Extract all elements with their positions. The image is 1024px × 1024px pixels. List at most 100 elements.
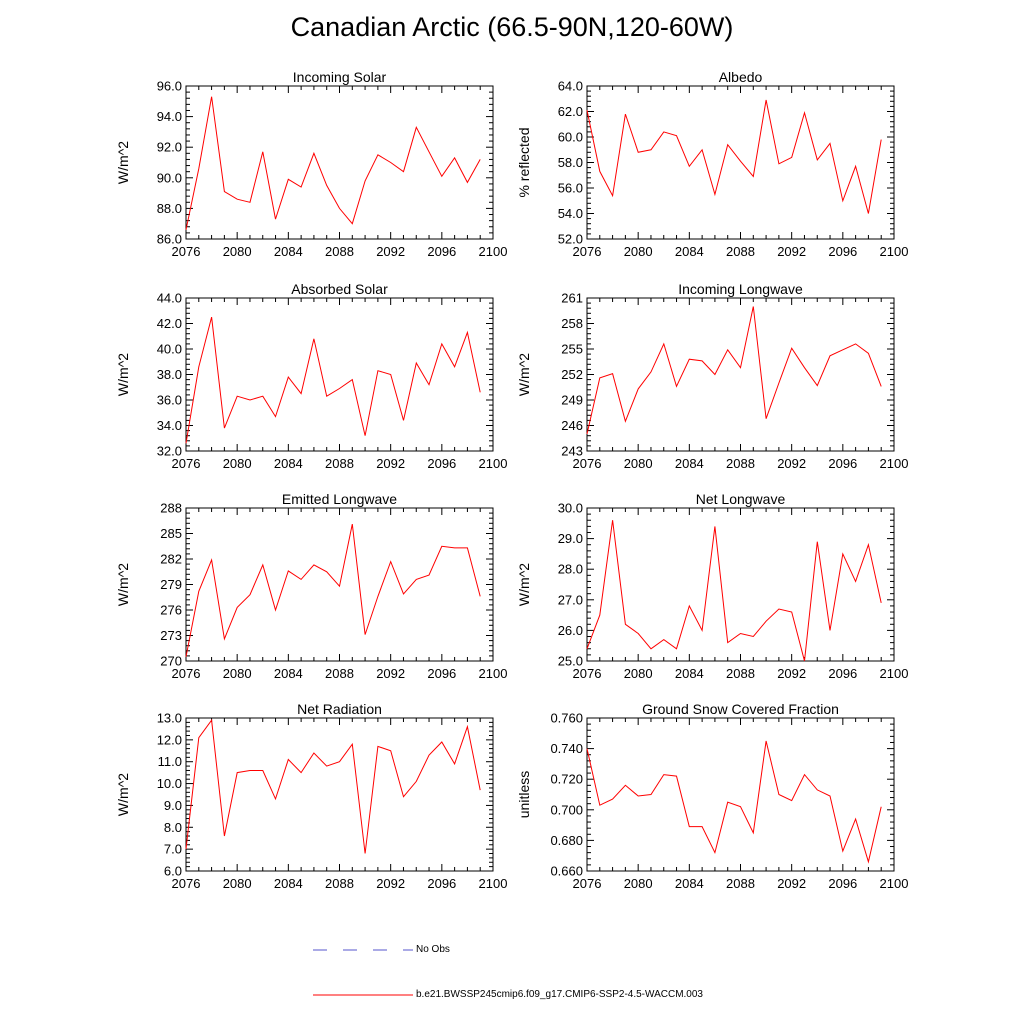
x-tick-label: 2092 xyxy=(777,244,806,259)
x-tick-label: 2084 xyxy=(274,456,303,471)
plot-frame xyxy=(185,297,494,452)
x-tick-label: 2092 xyxy=(777,456,806,471)
x-tick-label: 2084 xyxy=(675,876,704,891)
panel-8: 2076 2080 2084 2088 2092 2096 2100 0.660 0.680 0.… xyxy=(516,701,908,891)
y-tick-label: 0.660 xyxy=(550,864,583,879)
y-tick-label: 285 xyxy=(160,526,182,541)
x-tick-label: 2096 xyxy=(427,244,456,259)
y-tick-label: 27.0 xyxy=(558,592,583,607)
y-tick-label: 40.0 xyxy=(157,342,182,357)
y-axis-label: W/m^2 xyxy=(516,563,532,606)
series-line xyxy=(185,316,481,444)
y-tick-label: 44.0 xyxy=(157,291,182,306)
x-tick-label: 2096 xyxy=(427,876,456,891)
x-tick-label: 2100 xyxy=(880,244,909,259)
y-tick-label: 36.0 xyxy=(157,393,182,408)
y-tick-label: 249 xyxy=(561,393,583,408)
y-tick-label: 26.0 xyxy=(558,623,583,638)
y-axis-label: unitless xyxy=(516,771,532,818)
panel-3: 2076 2080 2084 2088 2092 2096 2100 32.0 34.0 36.0… xyxy=(115,281,507,471)
x-tick-label: 2092 xyxy=(777,876,806,891)
plot-frame xyxy=(586,717,895,872)
x-tick-label: 2080 xyxy=(223,456,252,471)
panel-title: Incoming Solar xyxy=(293,69,387,85)
y-tick-label: 32.0 xyxy=(157,444,182,459)
y-tick-label: 255 xyxy=(561,342,583,357)
x-tick-label: 2088 xyxy=(325,666,354,681)
y-axis-label: W/m^2 xyxy=(115,773,131,816)
x-tick-label: 2080 xyxy=(223,244,252,259)
y-tick-label: 0.700 xyxy=(550,802,583,817)
y-tick-label: 246 xyxy=(561,418,583,433)
x-tick-label: 2076 xyxy=(573,244,602,259)
x-tick-label: 2076 xyxy=(172,666,201,681)
y-tick-label: 0.680 xyxy=(550,833,583,848)
plot-frame xyxy=(586,507,895,662)
y-tick-label: 88.0 xyxy=(157,201,182,216)
x-tick-label: 2096 xyxy=(828,666,857,681)
y-tick-label: 261 xyxy=(561,291,583,306)
y-axis-label: % reflected xyxy=(516,127,532,197)
panel-title: Incoming Longwave xyxy=(678,281,803,297)
x-tick-label: 2096 xyxy=(427,666,456,681)
y-tick-label: 0.740 xyxy=(550,741,583,756)
y-axis-label: W/m^2 xyxy=(115,141,131,184)
x-tick-label: 2076 xyxy=(573,666,602,681)
series-line xyxy=(586,99,882,214)
figure-title: Canadian Arctic (66.5-90N,120-60W) xyxy=(290,12,734,42)
x-tick-label: 2096 xyxy=(427,456,456,471)
x-tick-label: 2096 xyxy=(828,244,857,259)
x-tick-label: 2080 xyxy=(624,456,653,471)
x-tick-label: 2100 xyxy=(880,876,909,891)
y-axis-label: W/m^2 xyxy=(516,353,532,396)
x-tick-label: 2092 xyxy=(777,666,806,681)
x-tick-label: 2084 xyxy=(675,244,704,259)
x-tick-label: 2088 xyxy=(726,666,755,681)
y-tick-label: 288 xyxy=(160,501,182,516)
panel-title: Net Radiation xyxy=(297,701,382,717)
x-tick-label: 2100 xyxy=(479,876,508,891)
y-tick-label: 0.720 xyxy=(550,772,583,787)
x-tick-label: 2084 xyxy=(274,876,303,891)
x-tick-label: 2080 xyxy=(223,666,252,681)
y-tick-label: 6.0 xyxy=(164,864,182,879)
x-tick-label: 2076 xyxy=(172,244,201,259)
x-tick-label: 2076 xyxy=(573,876,602,891)
y-tick-label: 29.0 xyxy=(558,531,583,546)
x-tick-label: 2100 xyxy=(479,456,508,471)
y-tick-label: 8.0 xyxy=(164,820,182,835)
y-tick-label: 9.0 xyxy=(164,798,182,813)
x-tick-label: 2076 xyxy=(172,456,201,471)
x-tick-label: 2088 xyxy=(325,876,354,891)
y-tick-label: 94.0 xyxy=(157,109,182,124)
panel-2: 2076 2080 2084 2088 2092 2096 2100 52.0 54.0 56.0… xyxy=(516,69,908,259)
x-tick-label: 2084 xyxy=(274,666,303,681)
y-tick-label: 25.0 xyxy=(558,654,583,669)
y-tick-label: 11.0 xyxy=(158,754,182,769)
series-line xyxy=(586,520,882,662)
series-line xyxy=(586,306,882,435)
y-tick-label: 10.0 xyxy=(157,776,182,791)
y-tick-label: 90.0 xyxy=(157,170,182,185)
plot-frame xyxy=(185,85,494,240)
x-tick-label: 2080 xyxy=(223,876,252,891)
series-line xyxy=(185,523,481,657)
plot-frame xyxy=(586,85,895,240)
y-tick-label: 273 xyxy=(160,628,182,643)
y-axis-label: W/m^2 xyxy=(115,353,131,396)
y-tick-label: 282 xyxy=(160,552,182,567)
y-tick-label: 58.0 xyxy=(558,155,583,170)
x-tick-label: 2076 xyxy=(573,456,602,471)
x-tick-label: 2088 xyxy=(726,244,755,259)
y-tick-label: 52.0 xyxy=(558,232,583,247)
x-tick-label: 2088 xyxy=(325,456,354,471)
x-tick-label: 2080 xyxy=(624,244,653,259)
plot-frame xyxy=(185,717,494,872)
x-tick-label: 2084 xyxy=(274,244,303,259)
y-tick-label: 276 xyxy=(160,603,182,618)
x-tick-label: 2092 xyxy=(376,876,405,891)
y-tick-label: 56.0 xyxy=(558,181,583,196)
panel-4: 2076 2080 2084 2088 2092 2096 2100 243 246 249 252… xyxy=(516,281,908,471)
y-tick-label: 7.0 xyxy=(164,842,182,857)
y-tick-label: 12.0 xyxy=(157,732,182,747)
